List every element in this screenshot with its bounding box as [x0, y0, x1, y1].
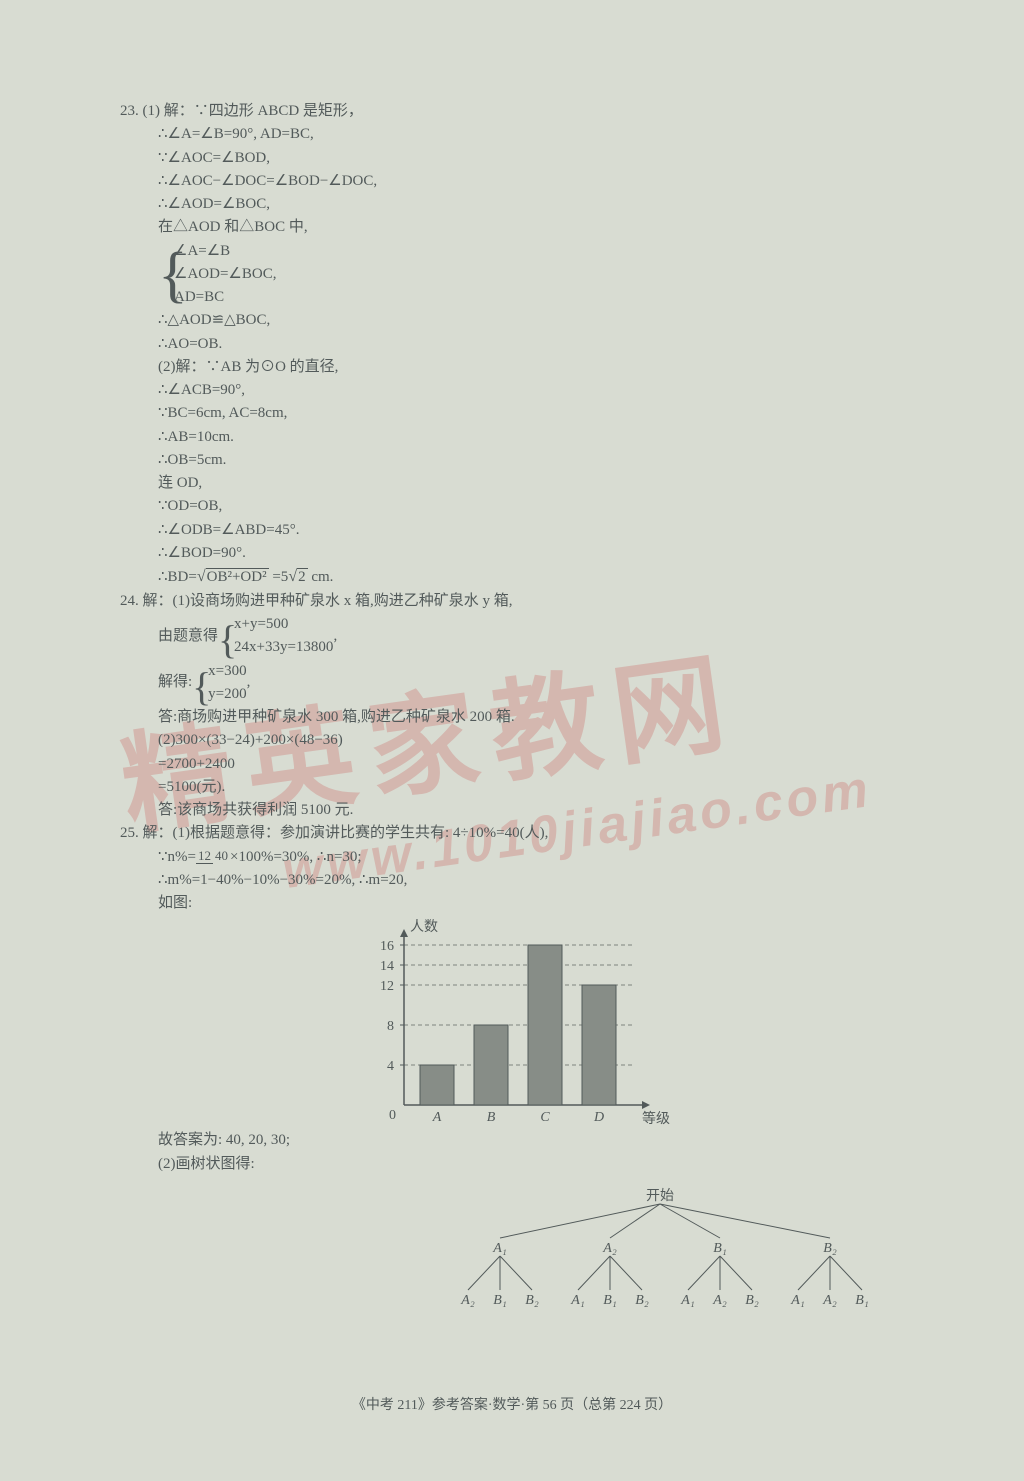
q24-l8: 答:该商场共获得利润 5100 元.: [120, 799, 1024, 822]
svg-text:开始: 开始: [646, 1188, 674, 1204]
q23-l16: ∴∠ODB=∠ABD=45°.: [120, 519, 1024, 542]
q23-b2: ∠AOD=∠BOC,: [174, 263, 276, 286]
q23-bd-rad2: 2: [297, 568, 308, 585]
svg-text:A₁: A₁: [680, 1293, 694, 1308]
q24-l5: (2)300×(33−24)+200×(48−36): [120, 729, 1024, 752]
q25-l2b: ×100%=30%, ∴n=30;: [230, 849, 362, 865]
sqrt-icon: OB²+OD²: [197, 565, 269, 590]
q24-eq2: 24x+33y=13800: [234, 636, 333, 659]
q24-sol: 解得: { x=300 y=200 ,: [120, 660, 1024, 707]
svg-text:A₁: A₁: [570, 1293, 584, 1308]
svg-text:A₂: A₂: [460, 1293, 475, 1308]
svg-text:A₁: A₁: [790, 1293, 804, 1308]
q24-l6: =2700+2400: [120, 753, 1024, 776]
q23-b3: AD=BC: [174, 286, 276, 309]
svg-text:12: 12: [380, 979, 394, 994]
q24-l7: =5100(元).: [120, 776, 1024, 799]
sqrt-icon-2: 2: [288, 565, 307, 590]
svg-text:B₂: B₂: [745, 1293, 759, 1308]
q23-l6: 在△AOD 和△BOC 中,: [120, 216, 1024, 239]
q23-l1: 23. (1) 解：∵四边形 ABCD 是矩形，: [120, 100, 1024, 123]
svg-text:A₁: A₁: [492, 1241, 506, 1256]
q24-sol2: y=200: [208, 683, 246, 706]
q23-l11: ∵BC=6cm, AC=8cm,: [120, 402, 1024, 425]
tree-diagram: 开始 A₁ A₂ B₁ B₂ A₂ A₁ B₁ B₂ B₁ A₁ A₂ B₂ B₂ A₁ A₂ B₁: [420, 1182, 900, 1322]
svg-text:人数: 人数: [410, 919, 438, 935]
svg-text:D: D: [593, 1110, 604, 1125]
svg-text:B: B: [487, 1110, 496, 1125]
q25-l3: ∴m%=1−40%−10%−30%=20%, ∴m=20,: [120, 869, 1024, 892]
q23-l14: 连 OD,: [120, 472, 1024, 495]
q25-l4: 如图:: [120, 892, 1024, 915]
q23-b1: ∠A=∠B: [174, 240, 276, 263]
page-footer: 《中考 211》参考答案·数学·第 56 页（总第 224 页）: [0, 1395, 1024, 1417]
q24-l1: 24. 解：(1)设商场购进甲种矿泉水 x 箱,购进乙种矿泉水 y 箱,: [120, 590, 1024, 613]
svg-text:16: 16: [380, 939, 394, 954]
frac-den: 40: [213, 848, 230, 863]
q23-l10: ∴∠ACB=90°,: [120, 379, 1024, 402]
q25-ans: 故答案为: 40, 20, 30;: [120, 1129, 1024, 1152]
q25-l2a: ∵n%=: [158, 849, 196, 865]
q23-l5: ∴∠AOD=∠BOC,: [120, 193, 1024, 216]
q24-eq1: x+y=500: [234, 613, 333, 636]
q23-l12: ∴AB=10cm.: [120, 426, 1024, 449]
q23-l8: ∴AO=OB.: [120, 333, 1024, 356]
svg-text:B₂: B₂: [525, 1293, 539, 1308]
svg-text:A₂: A₂: [602, 1241, 617, 1256]
q24-l4: 答:商场购进甲种矿泉水 300 箱,购进乙种矿泉水 200 箱.: [120, 706, 1024, 729]
svg-text:8: 8: [387, 1019, 394, 1034]
q23-l9: (2)解：∵AB 为⊙O 的直径,: [120, 356, 1024, 379]
q25-tree-lbl: (2)画树状图得:: [120, 1153, 1024, 1176]
q23-l4: ∴∠AOC−∠DOC=∠BOD−∠DOC,: [120, 170, 1024, 193]
q23-l13: ∴OB=5cm.: [120, 449, 1024, 472]
q24-sol1: x=300: [208, 660, 246, 683]
svg-text:4: 4: [387, 1059, 394, 1074]
svg-text:A₂: A₂: [712, 1293, 727, 1308]
svg-text:A: A: [432, 1110, 442, 1125]
svg-text:等级: 等级: [642, 1110, 670, 1127]
svg-text:14: 14: [380, 959, 394, 974]
svg-text:B₂: B₂: [635, 1293, 649, 1308]
q23-brace: { ∠A=∠B ∠AOD=∠BOC, AD=BC: [120, 240, 1024, 310]
q24-eqs: 由题意得 { x+y=500 24x+33y=13800 ,: [120, 613, 1024, 660]
svg-text:C: C: [540, 1110, 550, 1125]
q24-l2-pre: 由题意得: [158, 625, 218, 648]
q24-l3-pre: 解得:: [158, 671, 192, 694]
fraction: 1240: [196, 849, 230, 863]
q23-l7: ∴△AOD≌△BOC,: [120, 309, 1024, 332]
q23-bd-rad: OB²+OD²: [206, 568, 269, 585]
svg-text:B₂: B₂: [823, 1241, 837, 1256]
q23-bd-pre: ∴BD=: [158, 569, 197, 585]
svg-text:B₁: B₁: [603, 1293, 616, 1308]
q25-l2: ∵n%=1240×100%=30%, ∴n=30;: [120, 846, 1024, 869]
page-content: 23. (1) 解：∵四边形 ABCD 是矩形， ∴∠A=∠B=90°, AD=…: [0, 0, 1024, 1322]
q25-l1: 25. 解：(1)根据题意得：参加演讲比赛的学生共有: 4÷10%=40(人),: [120, 822, 1024, 845]
q23-l3: ∵∠AOC=∠BOD,: [120, 147, 1024, 170]
q23-l17: ∴∠BOD=90°.: [120, 542, 1024, 565]
svg-text:0: 0: [389, 1108, 396, 1123]
q23-l2: ∴∠A=∠B=90°, AD=BC,: [120, 123, 1024, 146]
q23-bd-eq: =5: [269, 569, 289, 585]
svg-text:B₁: B₁: [855, 1293, 868, 1308]
svg-text:B₁: B₁: [713, 1241, 726, 1256]
bar-chart: 4 8 12 14 16 0 人数等级 A B C D: [350, 919, 670, 1129]
q23-bd-unit: cm.: [308, 569, 334, 585]
svg-text:B₁: B₁: [493, 1293, 506, 1308]
frac-num: 12: [196, 848, 213, 864]
q23-bd: ∴BD= OB²+OD² =5 2 cm.: [120, 565, 1024, 590]
svg-text:A₂: A₂: [822, 1293, 837, 1308]
q23-l15: ∵OD=OB,: [120, 495, 1024, 518]
